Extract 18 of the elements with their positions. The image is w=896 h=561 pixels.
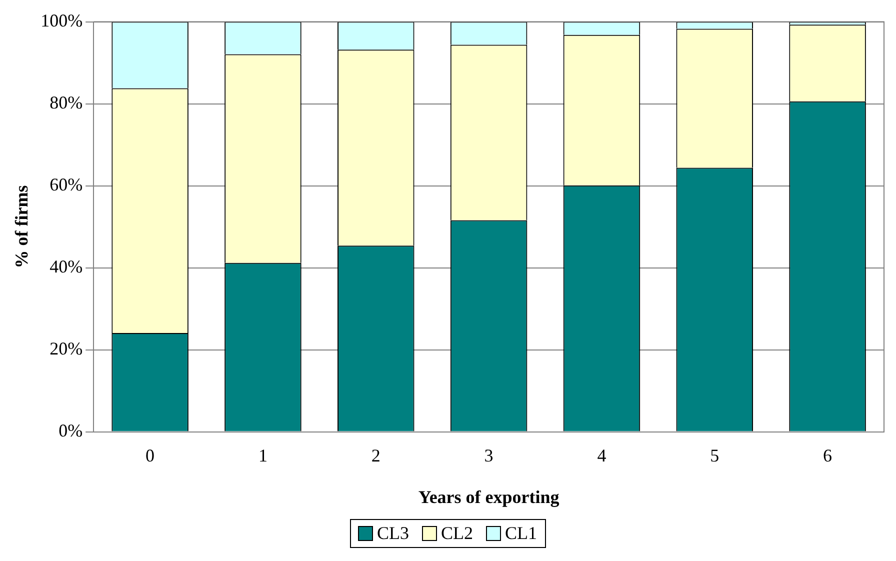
x-tick-label: 4 — [597, 445, 606, 466]
legend-label: CL3 — [376, 523, 409, 544]
x-tick-label: 3 — [484, 445, 494, 466]
x-tick-label: 2 — [371, 445, 380, 466]
y-tick-label: 60% — [50, 174, 83, 195]
x-tick-label: 5 — [710, 445, 720, 466]
y-tick-label: 0% — [58, 420, 83, 441]
y-tick-label: 80% — [50, 92, 83, 113]
x-tick-label: 6 — [823, 445, 832, 466]
y-tick-label: 100% — [40, 10, 83, 31]
y-tick-label: 20% — [50, 338, 83, 359]
legend-label: CL1 — [505, 523, 538, 544]
legend-label: CL2 — [440, 523, 473, 544]
x-tick-label: 0 — [146, 445, 155, 466]
y-tick-label: 40% — [50, 256, 83, 277]
x-tick-label: 1 — [258, 445, 268, 466]
x-axis-title: Years of exporting — [418, 486, 560, 507]
y-axis-title: % of firms — [11, 185, 32, 268]
